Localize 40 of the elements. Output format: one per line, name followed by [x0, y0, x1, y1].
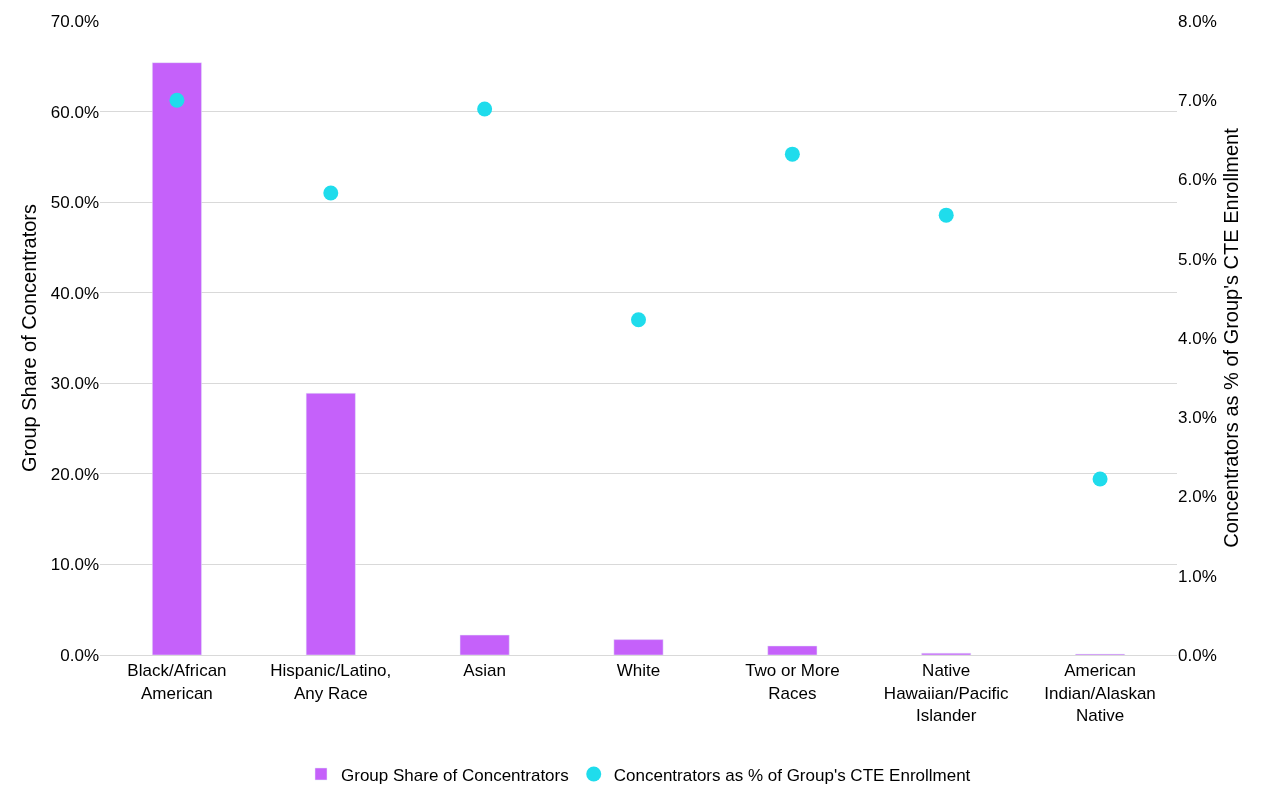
y-tick-label: 20.0%: [50, 464, 99, 484]
y2-tick-label: 0.0%: [1178, 645, 1217, 665]
y2-tick-label: 7.0%: [1178, 91, 1217, 111]
legend-label: Concentrators as % of Group's CTE Enrollment: [613, 765, 971, 785]
bar: [305, 393, 356, 655]
legend-label: Group Share of Concentrators: [341, 765, 569, 785]
x-tick-label: Native Hawaiian/Pacific Islander: [883, 661, 1010, 725]
bar: [152, 62, 202, 655]
x-tick-label: Black/African American: [127, 661, 227, 703]
y-tick-label: 60.0%: [50, 102, 99, 122]
y2-tick-label: 2.0%: [1178, 487, 1217, 507]
y2-tick-label: 5.0%: [1178, 249, 1217, 269]
point: [477, 101, 493, 117]
y2-tick-label: 6.0%: [1178, 170, 1217, 190]
y-tick-label: 50.0%: [50, 193, 99, 213]
y2-tick-label: 3.0%: [1178, 408, 1217, 428]
point: [323, 185, 339, 201]
x-tick-label: American Indian/Alaskan Native: [1044, 661, 1156, 725]
y-tick-label: 30.0%: [50, 374, 99, 394]
x-tick-label: Hispanic/Latino, Any Race: [270, 661, 392, 703]
y-tick-label: 40.0%: [50, 283, 99, 303]
y2-axis-title: Concentrators as % of Group's CTE Enrollment: [1220, 127, 1243, 548]
point: [784, 146, 800, 162]
x-tick-label: White: [616, 661, 661, 681]
bar: [459, 634, 510, 655]
y-tick-label: 10.0%: [50, 555, 99, 575]
y2-tick-label: 4.0%: [1178, 328, 1217, 348]
point: [1092, 471, 1108, 487]
bar: [767, 645, 818, 655]
point: [631, 312, 646, 328]
y2-tick-label: 1.0%: [1178, 566, 1217, 586]
bar: [613, 639, 664, 655]
x-tick-label: Asian: [463, 661, 506, 681]
y-axis-title: Group Share of Concentrators: [18, 204, 41, 472]
point: [169, 92, 185, 108]
y-tick-label: 70.0%: [50, 11, 99, 31]
point: [938, 207, 954, 223]
x-tick-label: Two or More Races: [745, 661, 840, 703]
y2-tick-label: 8.0%: [1178, 11, 1217, 31]
y-tick-label: 0.0%: [60, 645, 99, 665]
